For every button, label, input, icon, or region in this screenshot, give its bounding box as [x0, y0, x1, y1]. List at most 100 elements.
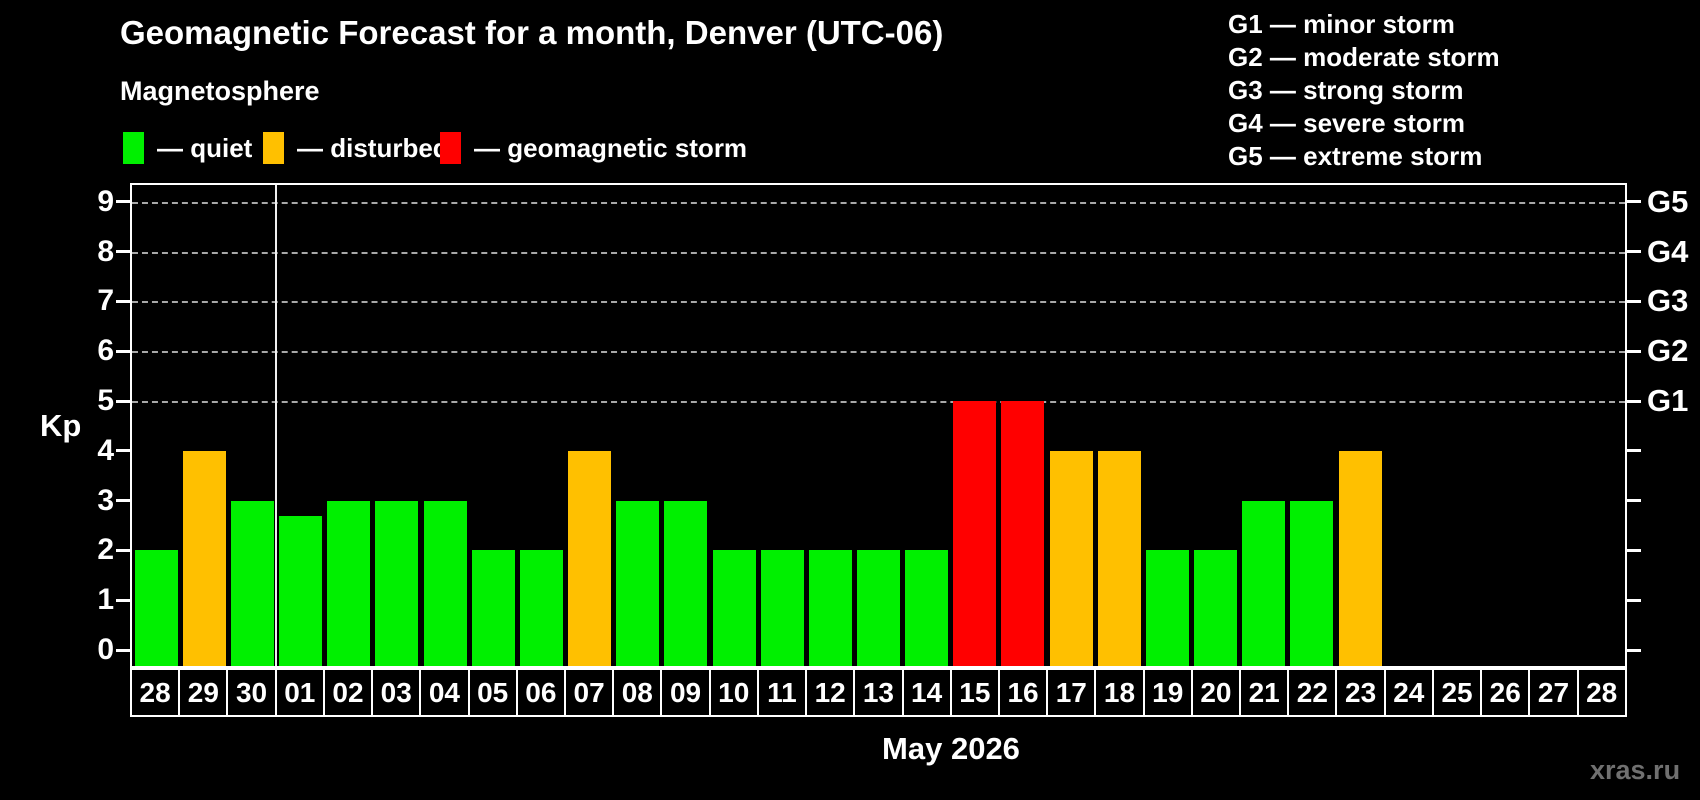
right-axis-tick: [1627, 250, 1641, 254]
kp-bar-day-16: [1001, 401, 1045, 666]
gridline-kp8: [132, 251, 1625, 254]
day-label-22: 22: [1287, 668, 1338, 717]
day-label-15: 15: [949, 668, 1000, 717]
kp-bar-day-09: [664, 501, 708, 666]
day-label-17: 17: [1046, 668, 1097, 717]
day-label-07: 07: [563, 668, 615, 717]
kp-bar-day-13: [857, 550, 900, 666]
x-axis-day-row: 28 29 30 01 02 03 04 05 06 07 08 09 10 11 12 13 14 15 16 17…: [130, 668, 1627, 717]
g-scale-label-g2: G2: [1647, 333, 1689, 369]
legend-item-disturbed: — disturbed: [263, 131, 449, 165]
right-axis-tick: [1627, 349, 1641, 353]
left-axis-tick: [116, 648, 130, 652]
y-tick-label-6: 6: [97, 334, 114, 368]
left-axis-tick: [116, 349, 130, 353]
plot-area: [130, 183, 1627, 668]
left-axis-tick: [116, 598, 130, 602]
right-axis-tick: [1627, 399, 1641, 403]
chart-subtitle: Magnetosphere: [120, 76, 320, 106]
kp-bar-day-22: [1290, 501, 1334, 666]
y-tick-label-0: 0: [97, 633, 114, 666]
kp-bar-day-03: [375, 501, 419, 666]
kp-bar-day-01: [279, 516, 323, 666]
day-label-20: 20: [1190, 668, 1242, 717]
day-label-21: 21: [1239, 668, 1290, 717]
gridline-kp6: [132, 351, 1625, 354]
right-axis-tick: [1627, 449, 1641, 453]
kp-bar-day-21: [1242, 501, 1286, 666]
right-axis-tick: [1627, 598, 1641, 602]
kp-bar-day-19: [1145, 550, 1189, 666]
kp-bar-day-14: [905, 550, 949, 666]
gridline-kp9: [132, 201, 1625, 204]
day-label-26: 26: [1480, 668, 1531, 717]
kp-bar-day-06: [519, 550, 563, 666]
day-label-11: 11: [756, 668, 808, 717]
y-tick-label-4: 4: [97, 433, 114, 467]
right-axis-tick: [1627, 548, 1641, 552]
chart-title: Geomagnetic Forecast for a month, Denver…: [120, 14, 944, 51]
y-axis-title: Kp: [40, 408, 82, 443]
kp-bar-day-02: [327, 501, 371, 666]
y-tick-label-9: 9: [97, 184, 114, 218]
day-label-28: 28: [1576, 668, 1627, 717]
disturbed-color-swatch: [263, 132, 284, 164]
g5-legend-line: G5 — extreme storm: [1228, 141, 1483, 171]
day-label-24: 24: [1383, 668, 1434, 717]
day-label-06: 06: [515, 668, 566, 717]
right-axis-tick: [1627, 299, 1641, 303]
g-scale-label-g5: G5: [1647, 183, 1689, 219]
kp-bar-day-18: [1097, 451, 1141, 666]
y-tick-label-7: 7: [97, 284, 114, 318]
legend-item-quiet: — quiet: [123, 131, 252, 165]
g-scale-label-g1: G1: [1647, 383, 1689, 418]
g2-legend-line: G2 — moderate storm: [1228, 42, 1500, 72]
kp-bar-day-05: [471, 550, 515, 666]
left-axis-tick: [116, 200, 130, 204]
watermark: xras.ru: [1590, 755, 1681, 785]
left-axis-tick: [116, 250, 130, 254]
left-axis-tick: [116, 399, 130, 403]
day-label-14: 14: [901, 668, 952, 717]
legend-label-disturbed: — disturbed: [297, 132, 449, 163]
left-axis-tick: [116, 499, 130, 503]
day-label-05: 05: [467, 668, 518, 717]
day-label-03: 03: [371, 668, 422, 717]
kp-bar-day-07: [568, 451, 612, 666]
x-axis-title: May 2026: [882, 731, 1020, 766]
g4-legend-line: G4 — severe storm: [1228, 108, 1466, 138]
day-label-25: 25: [1431, 668, 1483, 717]
legend-item-storm: — geomagnetic storm: [440, 131, 747, 165]
g-scale-legend: G1 — minor storm G2 — moderate storm G3 …: [1228, 8, 1500, 173]
day-label-18: 18: [1094, 668, 1145, 717]
day-label-30: 30: [226, 668, 277, 717]
y-tick-label-8: 8: [97, 234, 114, 268]
day-label-27: 27: [1528, 668, 1579, 717]
kp-bar-day-29: [182, 451, 226, 666]
y-tick-label-1: 1: [97, 583, 114, 617]
right-axis-tick: [1627, 499, 1641, 503]
day-label-29: 29: [178, 668, 229, 717]
day-label-12: 12: [805, 668, 856, 717]
kp-bar-day-20: [1194, 550, 1238, 666]
kp-bar-day-23: [1338, 451, 1382, 666]
right-axis-tick: [1627, 648, 1641, 652]
kp-bar-day-12: [808, 550, 852, 666]
day-label-19: 19: [1142, 668, 1193, 717]
day-label-01: 01: [274, 668, 325, 717]
day-label-16: 16: [997, 668, 1049, 717]
kp-bar-day-15: [953, 401, 997, 666]
g-scale-label-g3: G3: [1647, 283, 1689, 319]
left-axis-tick: [116, 548, 130, 552]
day-label-28: 28: [130, 668, 181, 717]
g3-legend-line: G3 — strong storm: [1228, 75, 1464, 105]
day-label-08: 08: [612, 668, 663, 717]
right-axis-tick: [1627, 200, 1641, 204]
kp-bar-day-30: [230, 501, 274, 666]
legend-label-storm: — geomagnetic storm: [474, 132, 748, 163]
day-label-10: 10: [708, 668, 759, 717]
kp-bar-day-10: [712, 550, 756, 666]
g1-legend-line: G1 — minor storm: [1228, 9, 1455, 39]
y-tick-label-3: 3: [97, 483, 114, 517]
